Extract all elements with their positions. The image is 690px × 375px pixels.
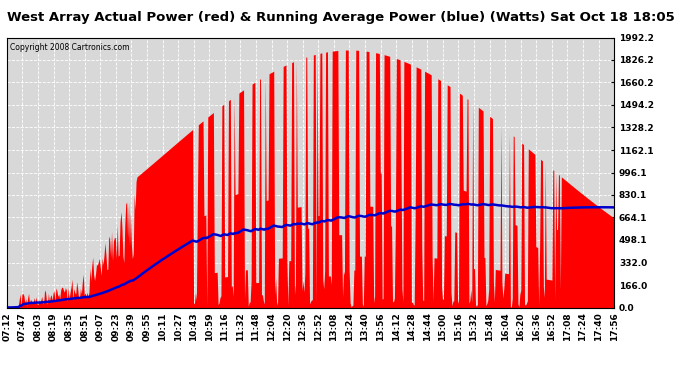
Text: West Array Actual Power (red) & Running Average Power (blue) (Watts) Sat Oct 18 : West Array Actual Power (red) & Running …: [7, 11, 675, 24]
Text: Copyright 2008 Cartronics.com: Copyright 2008 Cartronics.com: [10, 43, 130, 52]
